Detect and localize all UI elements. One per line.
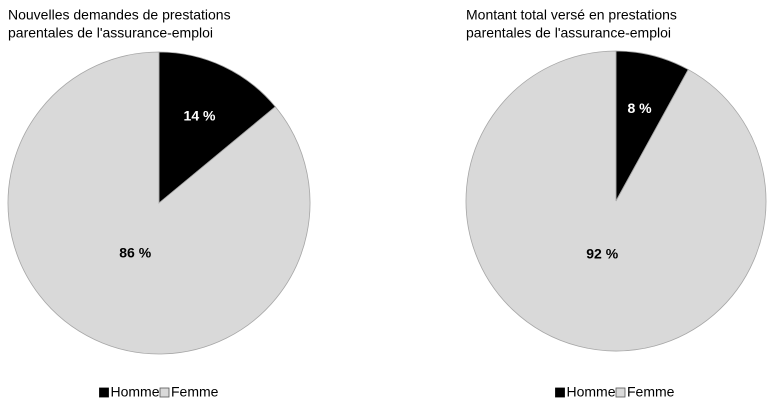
pie-slice <box>465 50 767 352</box>
chart-title: Nouvelles demandes de prestations <box>8 7 231 23</box>
pie-slice <box>158 51 276 204</box>
legend-swatch <box>159 387 170 398</box>
legend-label: Femme <box>627 384 675 400</box>
legend-swatch <box>615 387 626 398</box>
pie-slice <box>7 51 311 355</box>
legend-label: Homme <box>111 384 160 400</box>
chart-title: parentales de l'assurance-emploi <box>466 25 671 41</box>
legend-label: Femme <box>171 384 219 400</box>
data-label: 8 % <box>627 100 652 116</box>
chart-title: Montant total versé en prestations <box>466 7 677 23</box>
data-label: 86 % <box>119 244 151 260</box>
chart-title: parentales de l'assurance-emploi <box>8 25 213 41</box>
data-label: 14 % <box>184 108 216 124</box>
legend-swatch <box>99 387 109 398</box>
legend-label: Homme <box>567 384 616 400</box>
legend-swatch <box>555 387 565 398</box>
data-label: 92 % <box>586 245 618 261</box>
